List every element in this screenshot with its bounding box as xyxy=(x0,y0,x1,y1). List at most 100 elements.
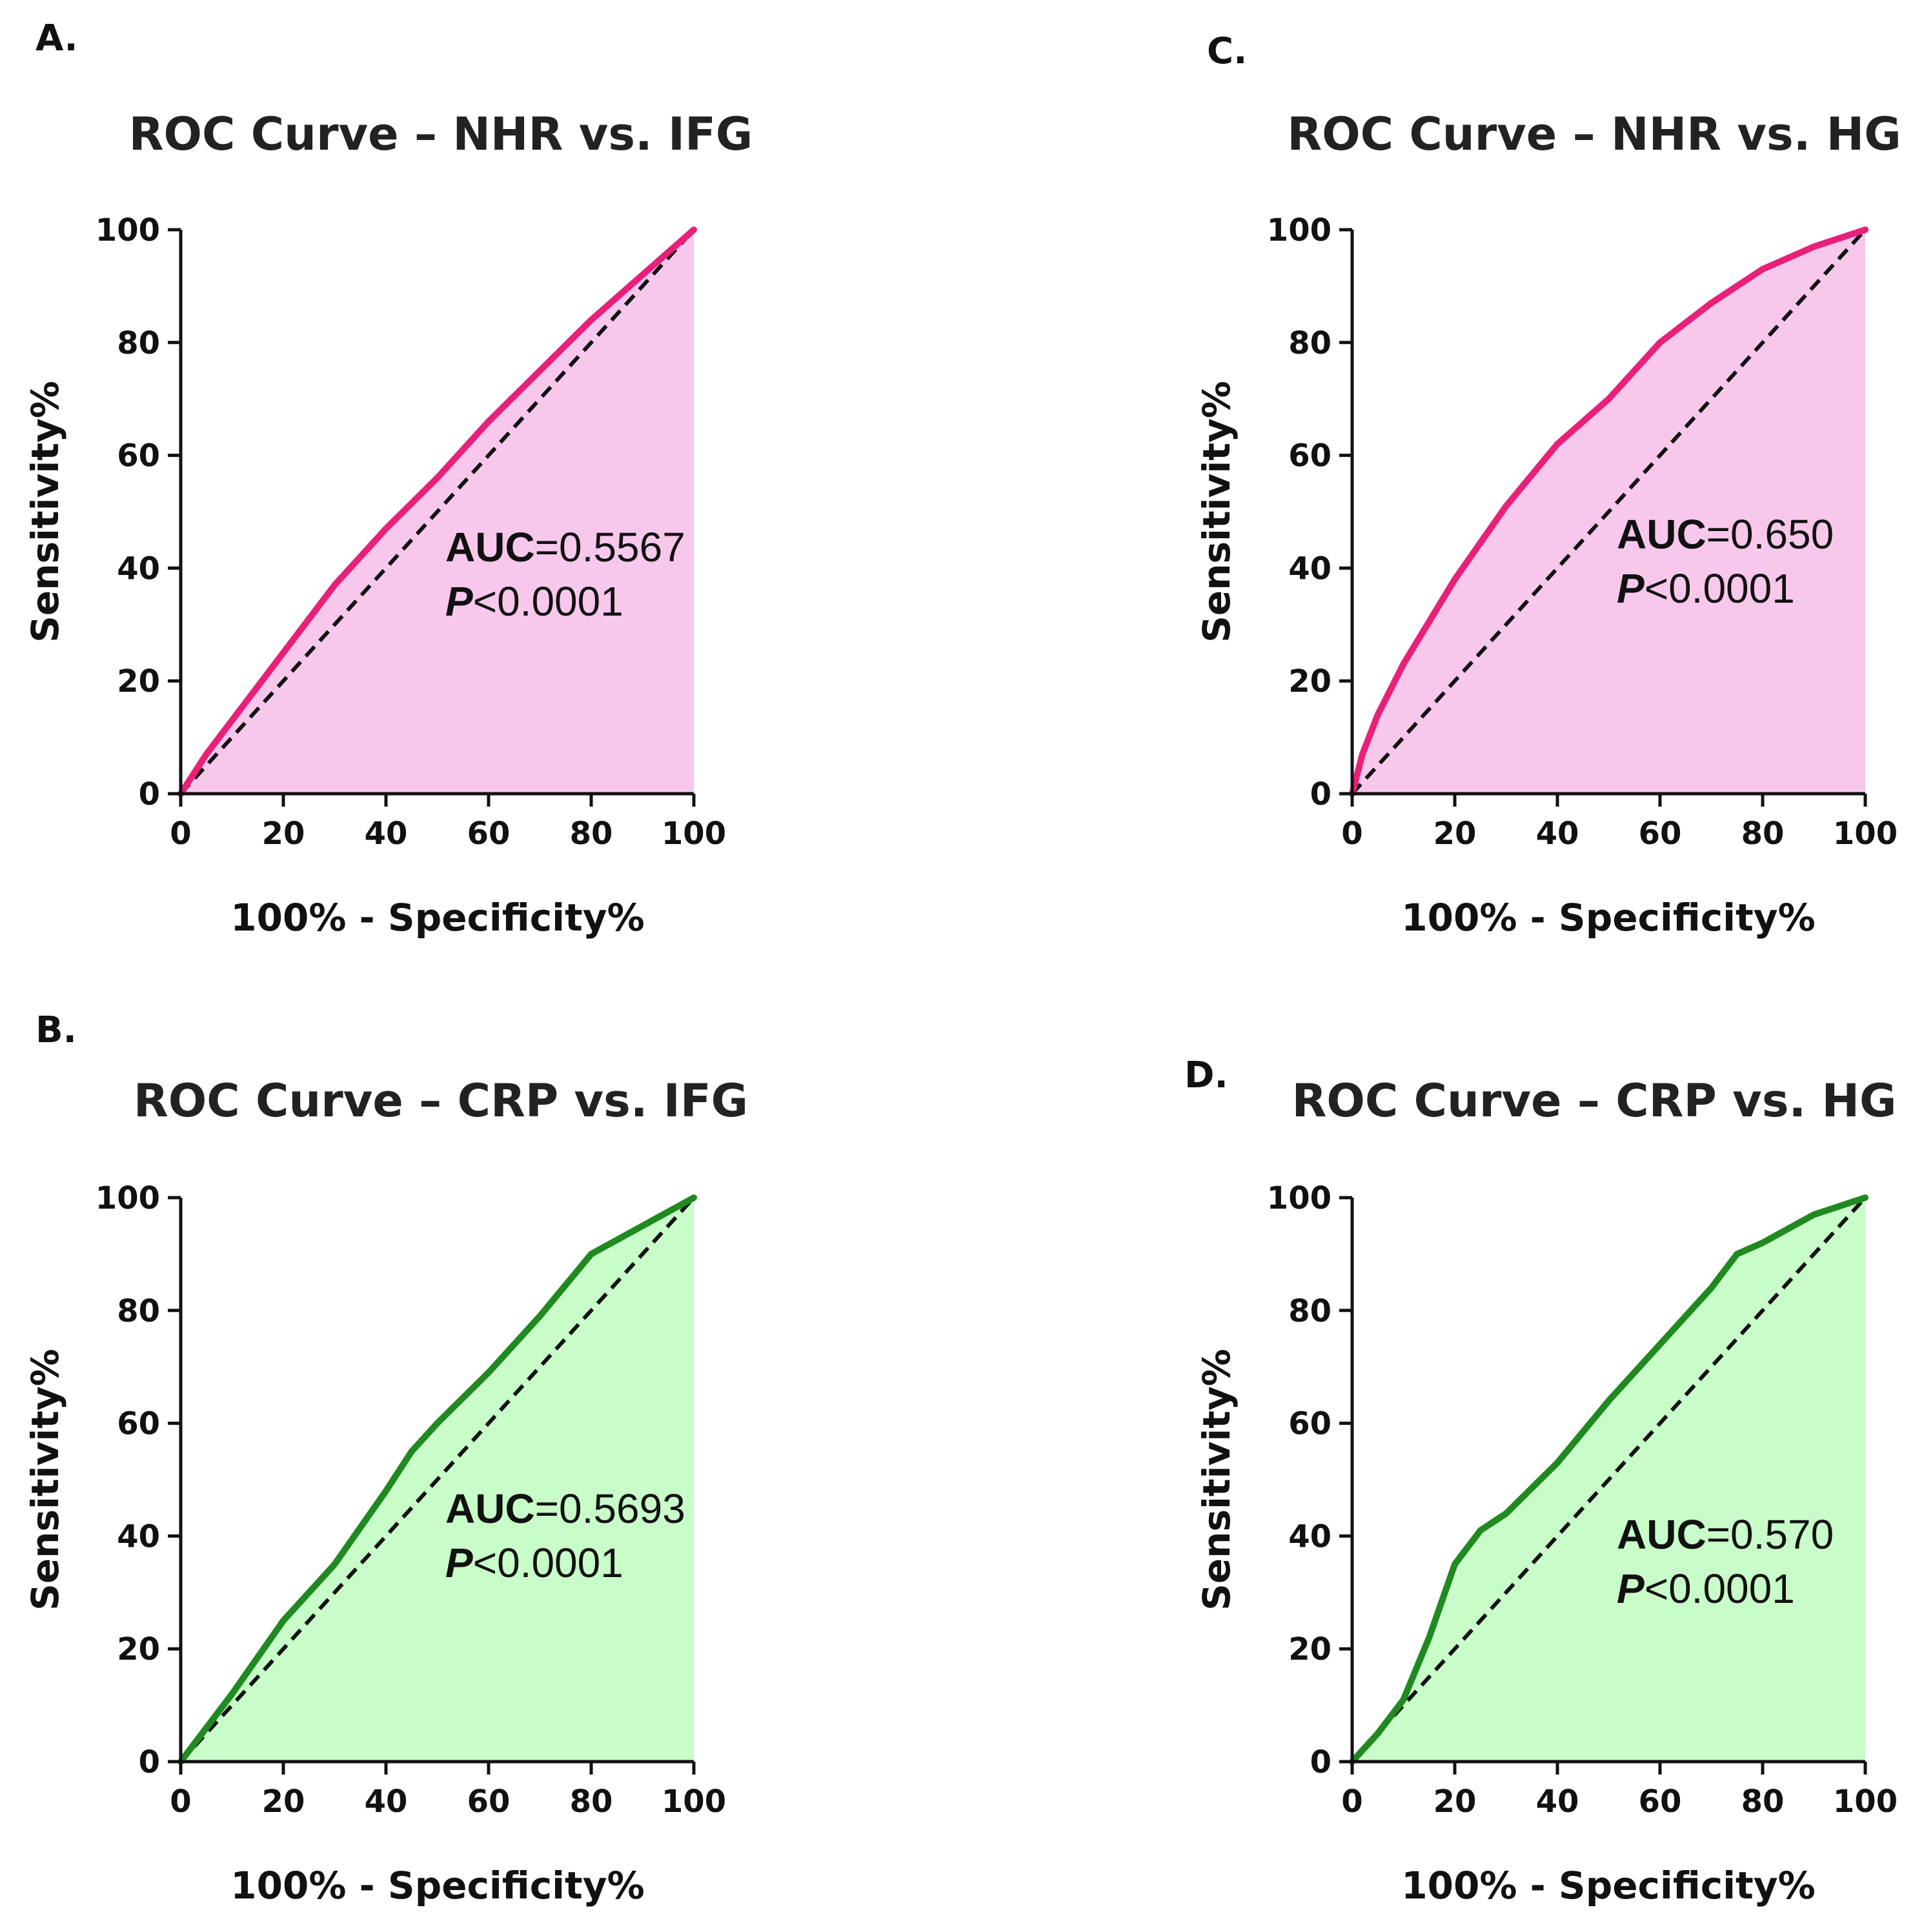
p-label: P xyxy=(445,578,473,625)
auc-label: AUC xyxy=(445,1485,535,1532)
p-annotation: P<0.0001 xyxy=(445,1540,623,1586)
auc-annotation: AUC=0.5693 xyxy=(445,1485,685,1532)
y-tick-label: 20 xyxy=(1288,1631,1332,1667)
auc-value: =0.5567 xyxy=(535,524,685,570)
auc-label: AUC xyxy=(1617,511,1706,558)
y-axis-title: Sensitivity% xyxy=(1195,381,1239,643)
p-value: <0.0001 xyxy=(1645,565,1795,612)
y-tick-label: 60 xyxy=(117,438,160,474)
panel-letter: C. xyxy=(1207,30,1247,72)
y-tick-label: 20 xyxy=(117,1631,160,1667)
p-label: P xyxy=(1617,1565,1645,1612)
y-tick-label: 100 xyxy=(1267,212,1332,248)
y-tick-label: 40 xyxy=(117,550,160,587)
chart-title: ROC Curve – NHR vs. IFG xyxy=(129,108,753,161)
y-tick-label: 60 xyxy=(117,1406,160,1442)
x-tick-label: 20 xyxy=(262,1784,305,1820)
roc-curve xyxy=(1349,226,1868,797)
x-tick-label: 100 xyxy=(1833,1784,1898,1820)
y-tick-label: 100 xyxy=(96,1180,160,1216)
x-tick-label: 80 xyxy=(1741,816,1785,852)
x-tick-label: 0 xyxy=(170,816,191,852)
x-tick-label: 40 xyxy=(1536,1784,1579,1820)
x-tick-label: 80 xyxy=(1741,1784,1785,1820)
x-tick-label: 20 xyxy=(1433,816,1477,852)
x-axis-title: 100% - Specificity% xyxy=(230,1864,644,1907)
auc-annotation: AUC=0.5567 xyxy=(445,524,685,570)
p-value: <0.0001 xyxy=(1645,1565,1795,1612)
chart-title: ROC Curve – CRP vs. IFG xyxy=(134,1074,748,1127)
reference-line xyxy=(1350,1196,1867,1764)
panel-letter: A. xyxy=(35,17,78,59)
reference-line xyxy=(179,228,696,796)
chart-title: ROC Curve – NHR vs. HG xyxy=(1287,108,1901,161)
y-tick-label: 80 xyxy=(117,325,160,361)
y-tick-label: 40 xyxy=(1288,1518,1332,1555)
x-tick-label: 40 xyxy=(1536,816,1579,852)
y-tick-label: 60 xyxy=(1288,1406,1332,1442)
x-tick-label: 20 xyxy=(262,816,305,852)
y-axis-title: Sensitivity% xyxy=(23,1349,67,1611)
panel-a: A. ROC Curve – NHR vs. IFG 0 20 40 60 80 100 0 20… xyxy=(23,17,753,940)
y-tick-label: 0 xyxy=(139,1744,160,1780)
x-tick-label: 0 xyxy=(1341,1784,1362,1820)
panel-letter: B. xyxy=(35,1009,77,1051)
auc-value: =0.650 xyxy=(1706,511,1834,558)
y-tick-label: 80 xyxy=(1288,325,1332,361)
y-tick-label: 60 xyxy=(1288,438,1332,474)
x-tick-label: 80 xyxy=(570,816,613,852)
roc-curve xyxy=(177,1194,697,1765)
x-tick-label: 40 xyxy=(365,816,408,852)
x-tick-label: 100 xyxy=(662,1784,726,1820)
x-tick-label: 40 xyxy=(365,1784,408,1820)
panel-d: D. ROC Curve – CRP vs. HG 0 20 40 60 80 100 0 20 4… xyxy=(1184,1054,1898,1907)
y-tick-label: 0 xyxy=(139,776,160,812)
x-tick-label: 80 xyxy=(570,1784,613,1820)
roc-curve xyxy=(177,226,697,797)
p-label: P xyxy=(1617,565,1645,612)
x-tick-label: 0 xyxy=(170,1784,191,1820)
auc-value: =0.5693 xyxy=(535,1485,685,1532)
x-axis-title: 100% - Specificity% xyxy=(1401,896,1815,940)
roc-curve xyxy=(1349,1194,1868,1765)
p-value: <0.0001 xyxy=(473,578,623,625)
panel-letter: D. xyxy=(1184,1054,1228,1096)
x-tick-label: 60 xyxy=(467,816,511,852)
x-tick-label: 60 xyxy=(467,1784,511,1820)
y-tick-label: 100 xyxy=(1267,1180,1332,1216)
auc-value: =0.570 xyxy=(1706,1511,1834,1558)
y-tick-label: 80 xyxy=(117,1293,160,1329)
reference-line xyxy=(179,1196,696,1764)
p-annotation: P<0.0001 xyxy=(1617,565,1795,612)
x-tick-label: 100 xyxy=(662,816,726,852)
y-axis-title: Sensitivity% xyxy=(23,381,67,643)
panel-b: B. ROC Curve – CRP vs. IFG 0 20 40 60 80 100 0 20… xyxy=(23,1009,748,1907)
y-tick-label: 40 xyxy=(117,1518,160,1555)
x-axis-title: 100% - Specificity% xyxy=(1401,1864,1815,1907)
y-tick-label: 100 xyxy=(96,212,160,248)
y-tick-label: 20 xyxy=(117,663,160,699)
p-annotation: P<0.0001 xyxy=(1617,1565,1795,1612)
y-tick-label: 0 xyxy=(1310,776,1332,812)
y-axis-title: Sensitivity% xyxy=(1195,1349,1239,1611)
auc-label: AUC xyxy=(445,524,535,570)
y-tick-label: 40 xyxy=(1288,550,1332,587)
x-tick-label: 100 xyxy=(1833,816,1898,852)
p-annotation: P<0.0001 xyxy=(445,578,623,625)
x-tick-label: 20 xyxy=(1433,1784,1477,1820)
y-tick-label: 80 xyxy=(1288,1293,1332,1329)
auc-label: AUC xyxy=(1617,1511,1706,1558)
reference-line xyxy=(1350,228,1867,796)
panel-c: C. ROC Curve – NHR vs. HG 0 20 40 60 80 100 0 20 4… xyxy=(1195,30,1901,940)
y-tick-label: 0 xyxy=(1310,1744,1332,1780)
chart-title: ROC Curve – CRP vs. HG xyxy=(1292,1074,1897,1127)
p-value: <0.0001 xyxy=(473,1540,623,1586)
x-tick-label: 60 xyxy=(1639,816,1682,852)
x-tick-label: 0 xyxy=(1341,816,1362,852)
auc-annotation: AUC=0.650 xyxy=(1617,511,1834,558)
y-tick-label: 20 xyxy=(1288,663,1332,699)
x-tick-label: 60 xyxy=(1639,1784,1682,1820)
x-axis-title: 100% - Specificity% xyxy=(230,896,644,940)
p-label: P xyxy=(445,1540,473,1586)
